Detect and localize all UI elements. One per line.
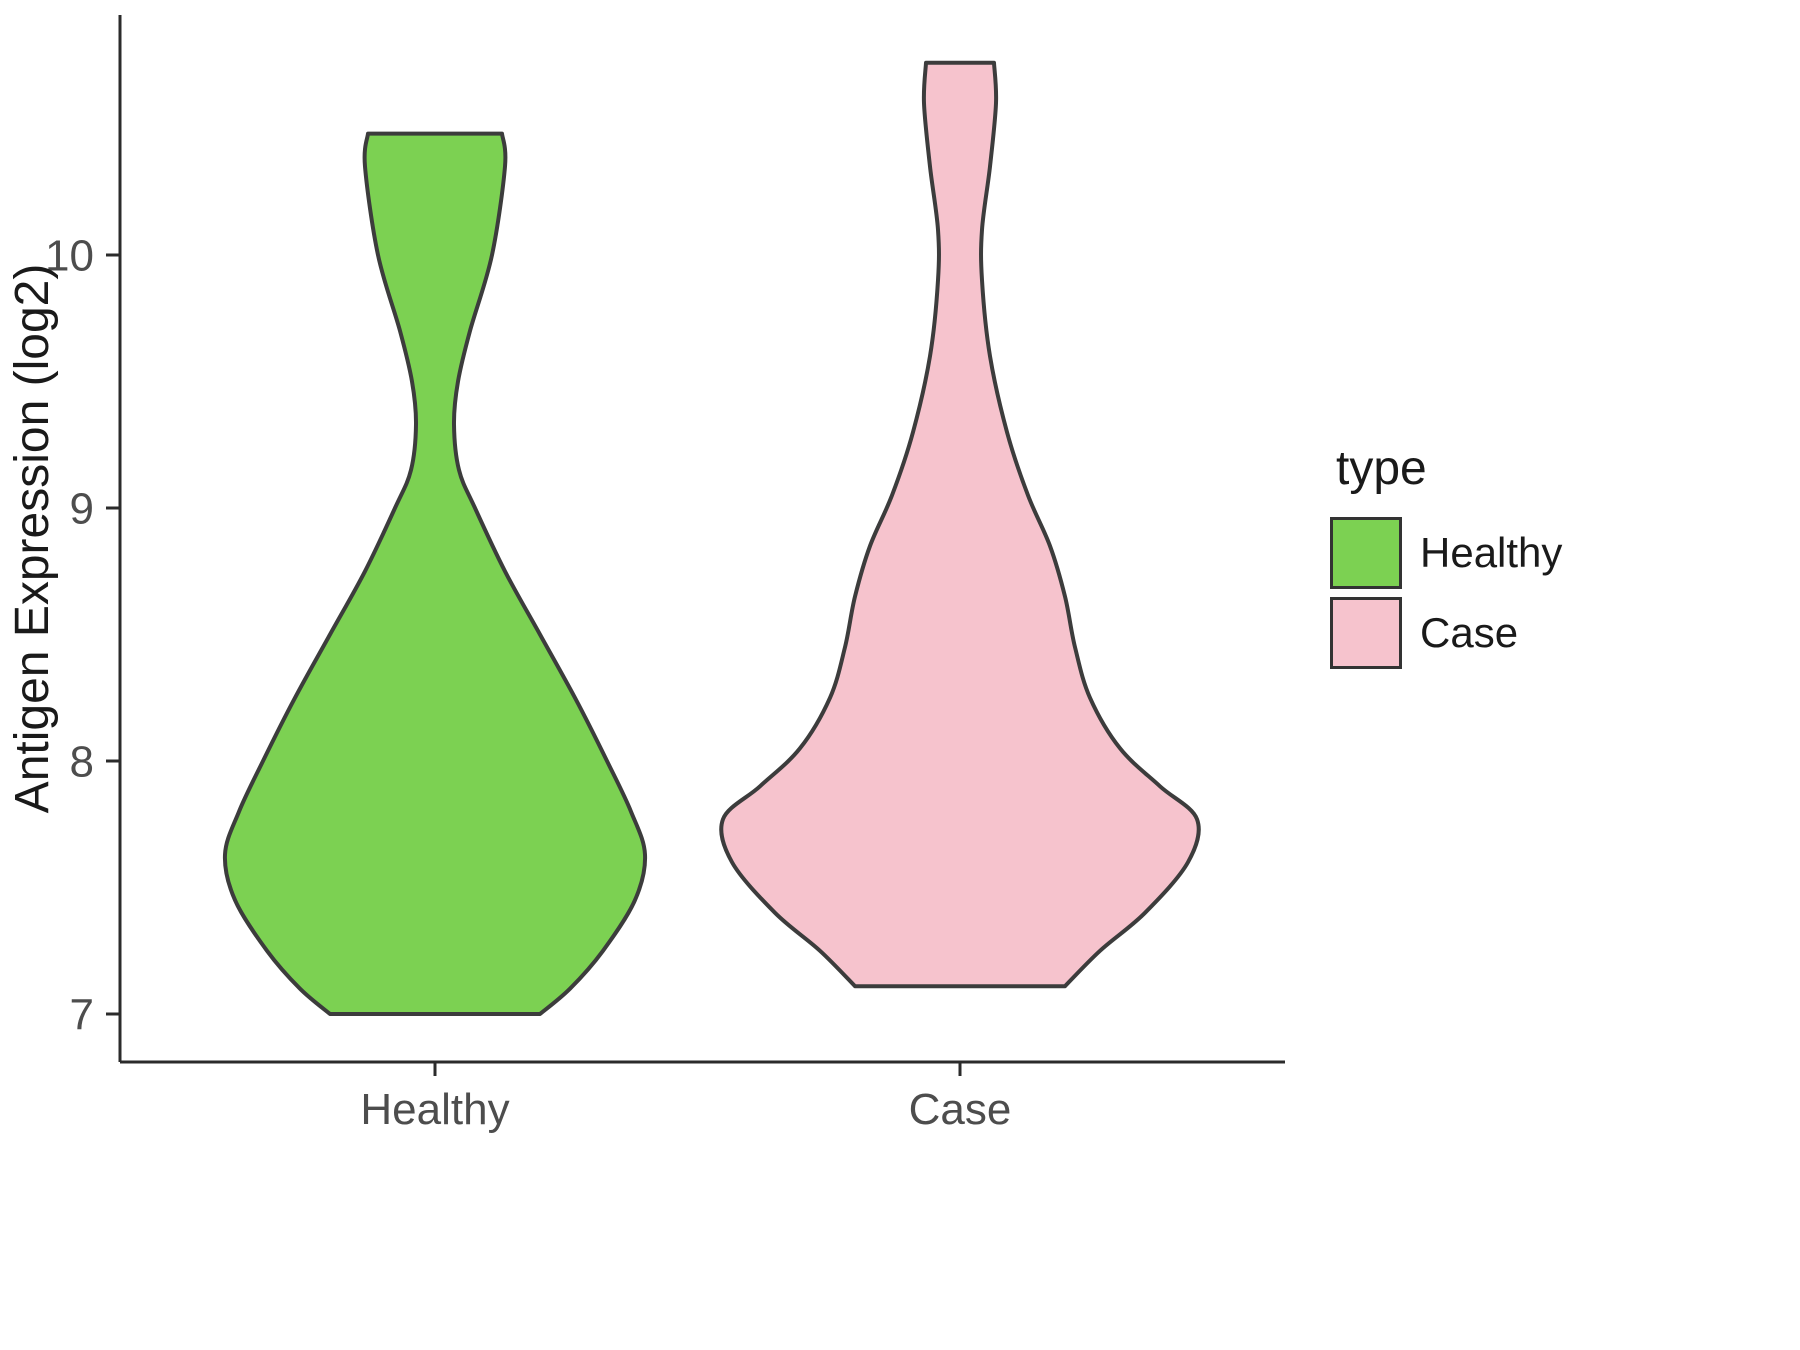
legend-swatch-healthy bbox=[1330, 517, 1402, 589]
legend-swatch-case bbox=[1330, 597, 1402, 669]
y-axis-title: Antigen Expression (log2) bbox=[6, 264, 59, 814]
legend-item-healthy: Healthy bbox=[1330, 517, 1562, 589]
violin-case bbox=[719, 60, 1201, 989]
legend-item-label: Healthy bbox=[1420, 529, 1563, 576]
x-category-label: Healthy bbox=[360, 1085, 509, 1134]
legend-title: type bbox=[1336, 442, 1427, 495]
y-tick-label: 9 bbox=[70, 484, 94, 533]
legend: type Healthy Case bbox=[1330, 445, 1562, 677]
legend-item-label: Case bbox=[1420, 609, 1519, 656]
y-tick-label: 10 bbox=[45, 231, 94, 280]
y-tick-label: 7 bbox=[70, 990, 94, 1039]
violin-healthy bbox=[222, 131, 648, 1016]
legend-item-case: Case bbox=[1330, 597, 1562, 669]
y-tick-label: 8 bbox=[70, 737, 94, 786]
x-category-label: Case bbox=[909, 1085, 1012, 1134]
